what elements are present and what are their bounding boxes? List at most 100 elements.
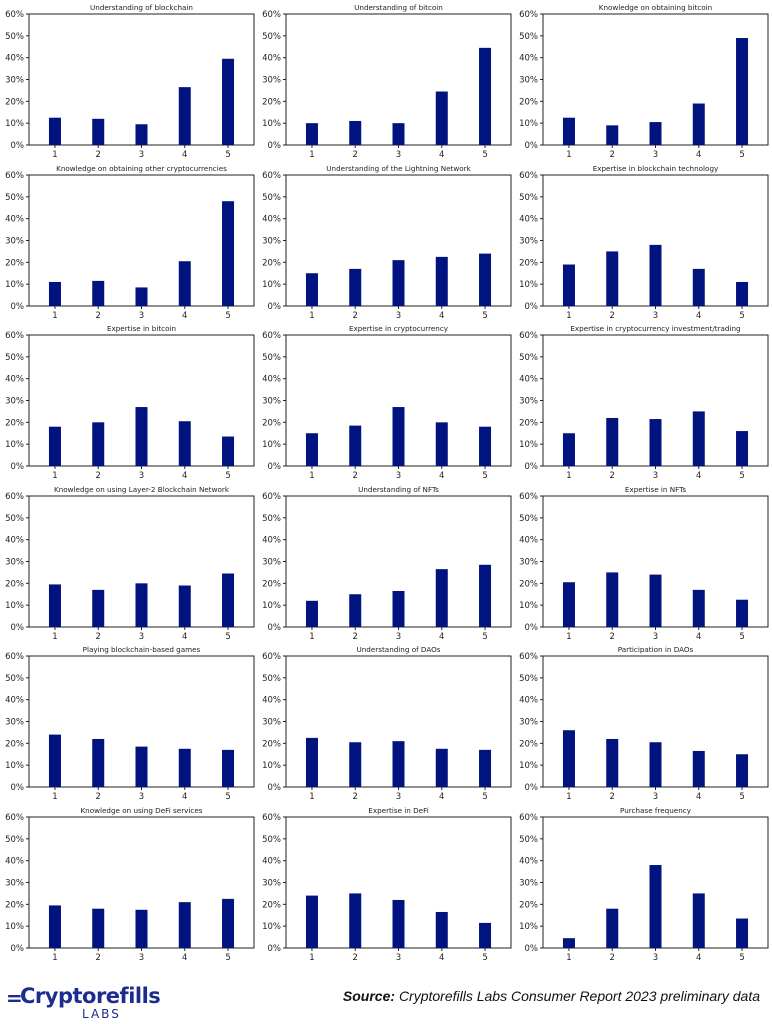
- plot-frame: [28, 174, 255, 307]
- x-tick-label: 3: [396, 311, 401, 321]
- y-tick-label: 60%: [5, 171, 24, 181]
- bar: [479, 922, 492, 948]
- x-tick-label: 1: [52, 311, 57, 321]
- y-tick-label: 10%: [5, 922, 24, 932]
- bar: [178, 748, 191, 787]
- x-tick-label: 1: [309, 792, 314, 802]
- x-tick-label: 3: [653, 792, 658, 802]
- x-tick-label: 2: [353, 471, 358, 481]
- bar: [305, 895, 318, 948]
- x-tick-label: 4: [182, 471, 187, 481]
- bar: [349, 594, 362, 627]
- y-tick-label: 40%: [519, 215, 538, 225]
- chart-title: Expertise in cryptocurrency investment/t…: [570, 324, 740, 333]
- y-tick-label: 20%: [5, 97, 24, 107]
- bar: [48, 426, 61, 466]
- bar-chart: Expertise in cryptocurrency investment/t…: [519, 324, 769, 481]
- y-tick-label: 60%: [262, 492, 281, 502]
- bar: [435, 91, 448, 145]
- y-tick-label: 20%: [5, 900, 24, 910]
- bar: [562, 264, 575, 306]
- y-tick-label: 30%: [262, 558, 281, 568]
- chart-title: Participation in DAOs: [618, 645, 694, 654]
- x-tick-label: 3: [653, 471, 658, 481]
- y-tick-label: 60%: [5, 10, 24, 20]
- bar: [178, 421, 191, 466]
- y-tick-label: 30%: [5, 879, 24, 889]
- y-tick-label: 0%: [11, 623, 25, 633]
- bar-chart: Knowledge on using DeFi services 0% 10% 20%…: [5, 806, 255, 963]
- y-tick-label: 20%: [519, 97, 538, 107]
- bar: [692, 750, 705, 787]
- x-tick-label: 2: [610, 953, 615, 963]
- chart-title: Understanding of NFTs: [358, 485, 439, 494]
- bar: [135, 909, 148, 948]
- x-tick-label: 1: [52, 792, 57, 802]
- bar: [606, 251, 619, 306]
- y-tick-label: 20%: [5, 579, 24, 589]
- x-tick-label: 1: [566, 471, 571, 481]
- bar: [692, 411, 705, 466]
- y-tick-label: 10%: [5, 601, 24, 611]
- x-tick-label: 2: [610, 471, 615, 481]
- x-tick-label: 1: [309, 953, 314, 963]
- chart-title: Knowledge on obtaining other cryptocurre…: [56, 164, 227, 173]
- bar: [692, 103, 705, 145]
- chart-title: Expertise in NFTs: [625, 485, 686, 494]
- logo-name: Cryptorefills: [20, 984, 161, 1008]
- y-tick-label: 60%: [5, 652, 24, 662]
- y-tick-label: 0%: [11, 462, 25, 472]
- x-tick-label: 2: [96, 953, 101, 963]
- bar: [606, 738, 619, 787]
- y-tick-label: 50%: [5, 193, 24, 203]
- x-tick-label: 2: [353, 150, 358, 160]
- chart-title: Knowledge on using Layer-2 Blockchain Ne…: [54, 485, 230, 494]
- y-tick-label: 50%: [519, 514, 538, 524]
- y-tick-label: 60%: [519, 813, 538, 823]
- y-tick-label: 50%: [5, 514, 24, 524]
- bar: [435, 256, 448, 306]
- bar: [349, 425, 362, 466]
- bar: [305, 737, 318, 787]
- bar: [479, 253, 492, 306]
- x-tick-label: 5: [482, 632, 487, 642]
- bar: [435, 422, 448, 466]
- y-tick-label: 0%: [525, 623, 539, 633]
- y-tick-label: 20%: [519, 579, 538, 589]
- y-tick-label: 40%: [5, 54, 24, 64]
- x-tick-label: 2: [353, 632, 358, 642]
- bar-chart: Playing blockchain-based games 0% 10% 20% 30…: [5, 645, 255, 802]
- y-tick-label: 50%: [5, 674, 24, 684]
- bar: [305, 600, 318, 627]
- x-tick-label: 1: [52, 471, 57, 481]
- x-tick-label: 2: [610, 311, 615, 321]
- bar: [92, 422, 105, 466]
- x-tick-label: 2: [96, 792, 101, 802]
- y-tick-label: 10%: [262, 280, 281, 290]
- bar: [736, 918, 749, 948]
- bar: [135, 287, 148, 306]
- y-tick-label: 60%: [262, 813, 281, 823]
- bar: [48, 117, 61, 145]
- bar: [736, 38, 749, 146]
- y-tick-label: 50%: [262, 514, 281, 524]
- bar: [606, 572, 619, 627]
- y-tick-label: 50%: [262, 32, 281, 42]
- x-tick-label: 3: [653, 150, 658, 160]
- y-tick-label: 30%: [519, 879, 538, 889]
- x-tick-label: 5: [225, 632, 230, 642]
- bar: [222, 749, 235, 787]
- bar: [222, 58, 235, 146]
- x-tick-label: 3: [653, 632, 658, 642]
- bar: [48, 584, 61, 627]
- x-tick-label: 3: [653, 311, 658, 321]
- y-tick-label: 50%: [5, 353, 24, 363]
- bar: [392, 260, 405, 306]
- bar: [479, 47, 492, 145]
- y-tick-label: 10%: [262, 761, 281, 771]
- bar-chart: Purchase frequency 0% 10% 20% 30% 40% 50% 60% 1 2…: [519, 806, 769, 963]
- y-tick-label: 60%: [262, 652, 281, 662]
- x-tick-label: 3: [396, 792, 401, 802]
- bar: [562, 938, 575, 948]
- y-tick-label: 0%: [268, 462, 282, 472]
